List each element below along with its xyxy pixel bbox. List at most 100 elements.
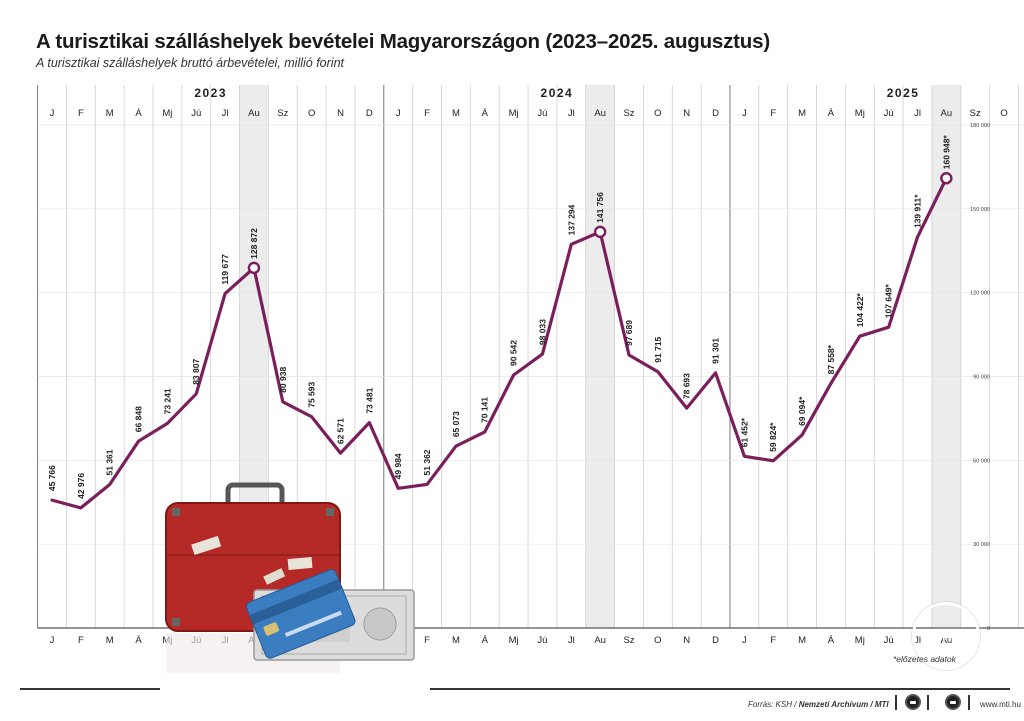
month-label: F: [424, 108, 430, 119]
month-label: Mj: [855, 635, 865, 646]
data-label: 160 948*: [941, 135, 951, 170]
data-label: 49 984: [393, 453, 403, 479]
month-label: F: [770, 635, 776, 646]
separator: [927, 695, 929, 710]
data-label: 91 301: [711, 338, 721, 364]
month-label: F: [424, 635, 430, 646]
separator: [968, 695, 970, 710]
month-label: J: [742, 635, 747, 646]
data-label: 75 593: [307, 381, 317, 407]
preliminary-footnote: *előzetes adatok: [893, 654, 956, 664]
data-label: 42 976: [76, 473, 86, 499]
data-label: 51 361: [105, 449, 115, 475]
mti-watermark: MTI: [912, 602, 980, 670]
data-label: 119 677: [220, 254, 230, 285]
bottom-rule-left: [20, 688, 160, 690]
month-label: Jú: [537, 635, 547, 646]
data-label: 59 824*: [768, 422, 778, 452]
data-label: 69 094*: [797, 396, 807, 426]
data-label: 73 241: [162, 388, 172, 414]
month-label: Au: [248, 108, 260, 119]
chart-subtitle: A turisztikai szálláshelyek bruttó árbev…: [36, 56, 344, 70]
month-label: Á: [828, 635, 835, 646]
month-label: Au: [594, 108, 606, 119]
month-label: N: [337, 108, 344, 119]
year-label: 2025: [887, 86, 920, 100]
month-label: Jú: [191, 108, 201, 119]
data-label: 45 766: [47, 465, 57, 491]
highlight-bands: [239, 85, 961, 628]
month-label: Á: [482, 108, 489, 119]
month-label: J: [50, 635, 55, 646]
year-labels: 2023 2024 2025: [194, 86, 920, 100]
month-label: D: [712, 635, 719, 646]
separator: [895, 695, 897, 710]
data-label: 65 073: [451, 411, 461, 437]
data-label: 66 848: [134, 406, 144, 432]
series-line-path: [50, 176, 948, 510]
month-label: F: [78, 635, 84, 646]
month-label: Sz: [623, 108, 634, 119]
month-label: M: [106, 635, 114, 646]
month-label: D: [712, 108, 719, 119]
data-label: 62 571: [336, 418, 346, 444]
month-label: Mj: [509, 108, 519, 119]
month-label: M: [798, 108, 806, 119]
month-label: Mj: [855, 108, 865, 119]
month-label: Á: [482, 635, 489, 646]
month-label: D: [366, 108, 373, 119]
nemzeti-archivum-logo-icon: [945, 694, 961, 710]
year-label: 2023: [194, 86, 227, 100]
month-label: M: [452, 635, 460, 646]
data-label: 51 362: [422, 449, 432, 475]
data-label: 104 422*: [855, 292, 865, 327]
highlight-point: [593, 225, 607, 239]
y-tick-label: 90 000: [973, 375, 990, 381]
month-label: O: [1000, 108, 1007, 119]
data-label: 90 542: [509, 340, 519, 366]
data-label: 141 756: [595, 192, 605, 223]
month-label: F: [78, 108, 84, 119]
month-label: Jú: [884, 635, 894, 646]
month-label: F: [770, 108, 776, 119]
data-label: 87 558*: [826, 344, 836, 374]
source-prefix: Forrás: KSH /: [748, 700, 799, 709]
month-label: O: [308, 108, 315, 119]
data-label: 91 715: [653, 336, 663, 362]
y-tick-label: 150 000: [970, 207, 990, 213]
site-link[interactable]: www.mti.hu: [980, 700, 1021, 709]
month-label: Au: [594, 635, 606, 646]
data-label: 139 911*: [913, 194, 923, 228]
month-label: Á: [135, 635, 142, 646]
month-label: M: [798, 635, 806, 646]
data-label: 128 872: [249, 228, 259, 259]
month-label: J: [50, 108, 55, 119]
data-label: 107 649*: [884, 283, 894, 318]
data-label: 97 689: [624, 320, 634, 346]
data-label: 73 481: [364, 387, 374, 413]
month-label: Jl: [568, 108, 575, 119]
month-label: Á: [828, 108, 835, 119]
chart-title: A turisztikai szálláshelyek bevételei Ma…: [36, 30, 770, 53]
data-label: 61 452*: [739, 417, 749, 447]
month-label: N: [683, 635, 690, 646]
month-label: M: [106, 108, 114, 119]
highlight-point: [940, 172, 953, 185]
series-line: [50, 172, 953, 510]
month-label: J: [742, 108, 747, 119]
data-label: 137 294: [566, 204, 576, 235]
month-label: Jú: [537, 108, 547, 119]
month-label: Jú: [884, 108, 894, 119]
y-tick-label: 60 000: [973, 458, 990, 464]
data-label: 83 807: [191, 359, 201, 385]
month-label: Sz: [970, 108, 981, 119]
month-label: Jl: [568, 635, 575, 646]
y-tick-labels: 0 30 000 60 000 90 000 120 000 150 000 180 000: [970, 123, 990, 632]
data-label: 78 693: [682, 373, 692, 399]
month-label: O: [654, 635, 661, 646]
month-label: Au: [941, 108, 953, 119]
highlight-band: [585, 85, 615, 628]
highlight-point: [247, 261, 261, 275]
month-label: O: [654, 108, 661, 119]
